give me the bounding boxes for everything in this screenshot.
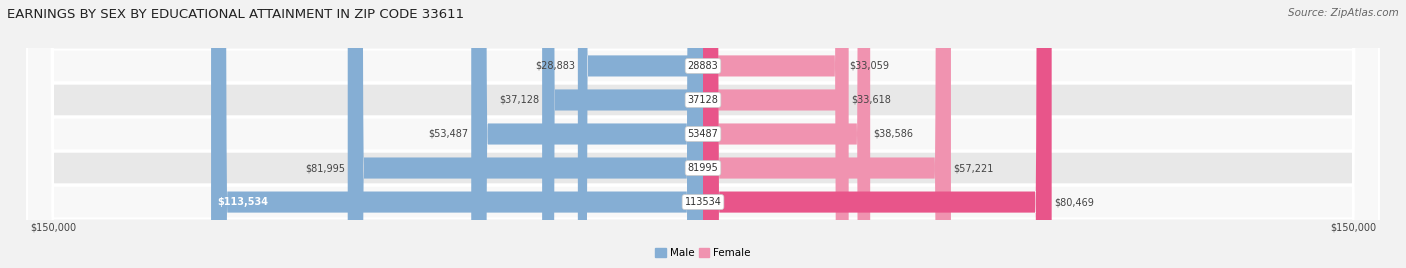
- Text: $80,469: $80,469: [1054, 197, 1094, 207]
- FancyBboxPatch shape: [27, 0, 1379, 268]
- Text: 53487: 53487: [688, 129, 718, 139]
- Text: 28883: 28883: [688, 61, 718, 71]
- Text: $53,487: $53,487: [429, 129, 468, 139]
- Text: 113534: 113534: [685, 197, 721, 207]
- Text: $37,128: $37,128: [499, 95, 540, 105]
- Text: $57,221: $57,221: [953, 163, 994, 173]
- FancyBboxPatch shape: [27, 0, 1379, 268]
- Text: $113,534: $113,534: [218, 197, 269, 207]
- Text: $38,586: $38,586: [873, 129, 912, 139]
- FancyBboxPatch shape: [211, 0, 703, 268]
- FancyBboxPatch shape: [578, 0, 703, 268]
- Text: $28,883: $28,883: [536, 61, 575, 71]
- FancyBboxPatch shape: [703, 0, 1052, 268]
- FancyBboxPatch shape: [703, 0, 846, 268]
- FancyBboxPatch shape: [543, 0, 703, 268]
- FancyBboxPatch shape: [471, 0, 703, 268]
- Text: $81,995: $81,995: [305, 163, 344, 173]
- FancyBboxPatch shape: [27, 0, 1379, 268]
- FancyBboxPatch shape: [703, 0, 950, 268]
- Text: Source: ZipAtlas.com: Source: ZipAtlas.com: [1288, 8, 1399, 18]
- FancyBboxPatch shape: [703, 0, 870, 268]
- FancyBboxPatch shape: [27, 0, 1379, 268]
- Text: $33,618: $33,618: [851, 95, 891, 105]
- FancyBboxPatch shape: [347, 0, 703, 268]
- Legend: Male, Female: Male, Female: [651, 244, 755, 263]
- Text: $33,059: $33,059: [849, 61, 889, 71]
- Text: 37128: 37128: [688, 95, 718, 105]
- FancyBboxPatch shape: [703, 0, 849, 268]
- Text: 81995: 81995: [688, 163, 718, 173]
- Text: EARNINGS BY SEX BY EDUCATIONAL ATTAINMENT IN ZIP CODE 33611: EARNINGS BY SEX BY EDUCATIONAL ATTAINMEN…: [7, 8, 464, 21]
- FancyBboxPatch shape: [27, 0, 1379, 268]
